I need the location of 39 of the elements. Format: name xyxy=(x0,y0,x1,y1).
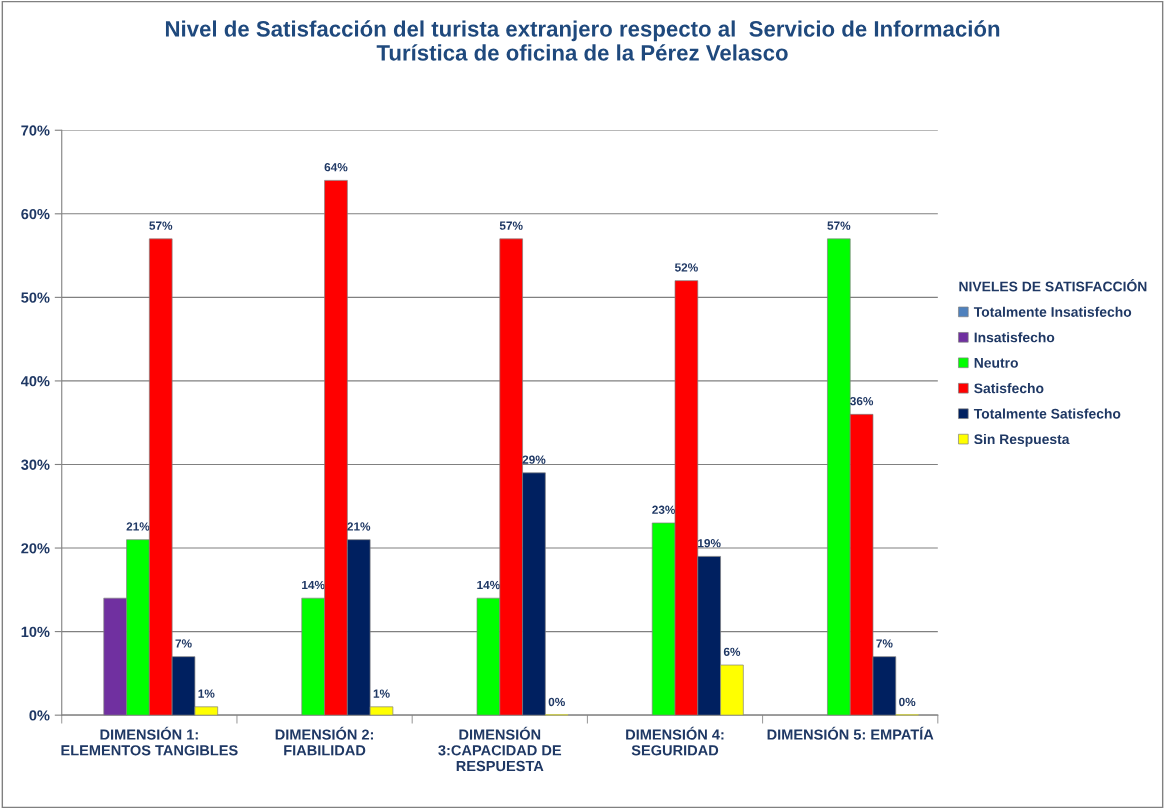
y-tick-label: 0% xyxy=(29,710,50,721)
legend-label: Sin Respuesta xyxy=(974,433,1070,447)
data-label: 64% xyxy=(324,163,348,172)
legend-label: Totalmente Insatisfecho xyxy=(973,306,1132,317)
legend-title: NIVELES DE SATISFACCIÓN xyxy=(959,278,1147,292)
x-tick-label: DIMENSIÓN 4: SEGURIDAD xyxy=(626,726,724,756)
data-label: 19% xyxy=(698,539,721,548)
data-label: 52% xyxy=(674,263,698,272)
y-tick-label: 30% xyxy=(21,459,50,470)
y-tick-label: 40% xyxy=(20,376,50,387)
x-tick-label: DIMENSIÓN 3:CAPACIDAD DE RESPUESTA xyxy=(438,726,562,772)
data-label: 23% xyxy=(652,505,676,514)
legend-label: Satisfecho xyxy=(974,383,1044,394)
legend-label: Totalmente Satisfecho xyxy=(973,408,1121,419)
data-label: 57% xyxy=(827,221,851,230)
y-tick-label: 10% xyxy=(21,626,50,638)
chart-title: Nivel de Satisfacción del turista extranjero respecto al Servicio de Información Turística de oficina de la Pérez Velasco xyxy=(165,20,1000,61)
data-label: 0% xyxy=(548,697,565,707)
data-label: 1% xyxy=(198,689,215,698)
legend-label: Neutro xyxy=(974,358,1018,368)
data-label: 57% xyxy=(499,221,523,230)
data-label: 6% xyxy=(723,647,741,656)
y-tick-label: 50% xyxy=(21,292,50,303)
data-label: 36% xyxy=(850,396,874,406)
data-label: 1% xyxy=(373,689,390,698)
data-label: 21% xyxy=(347,522,371,531)
data-label: 57% xyxy=(149,221,173,230)
data-label: 7% xyxy=(175,639,192,648)
y-tick-label: 60% xyxy=(21,208,50,220)
data-label: 0% xyxy=(899,697,916,707)
y-tick-label: 70% xyxy=(21,125,50,136)
data-label: 7% xyxy=(876,639,893,648)
x-tick-label: DIMENSIÓN 5: EMPATÍA xyxy=(767,726,934,740)
data-label: 14% xyxy=(302,580,325,590)
x-tick-label: DIMENSIÓN 2: FIABILIDAD xyxy=(275,726,373,756)
x-tick-label: DIMENSIÓN 1: ELEMENTOS TANGIBLES xyxy=(61,726,238,756)
legend-label: Insatisfecho xyxy=(974,332,1055,343)
y-tick-label: 20% xyxy=(21,543,50,554)
data-label: 14% xyxy=(477,580,500,590)
